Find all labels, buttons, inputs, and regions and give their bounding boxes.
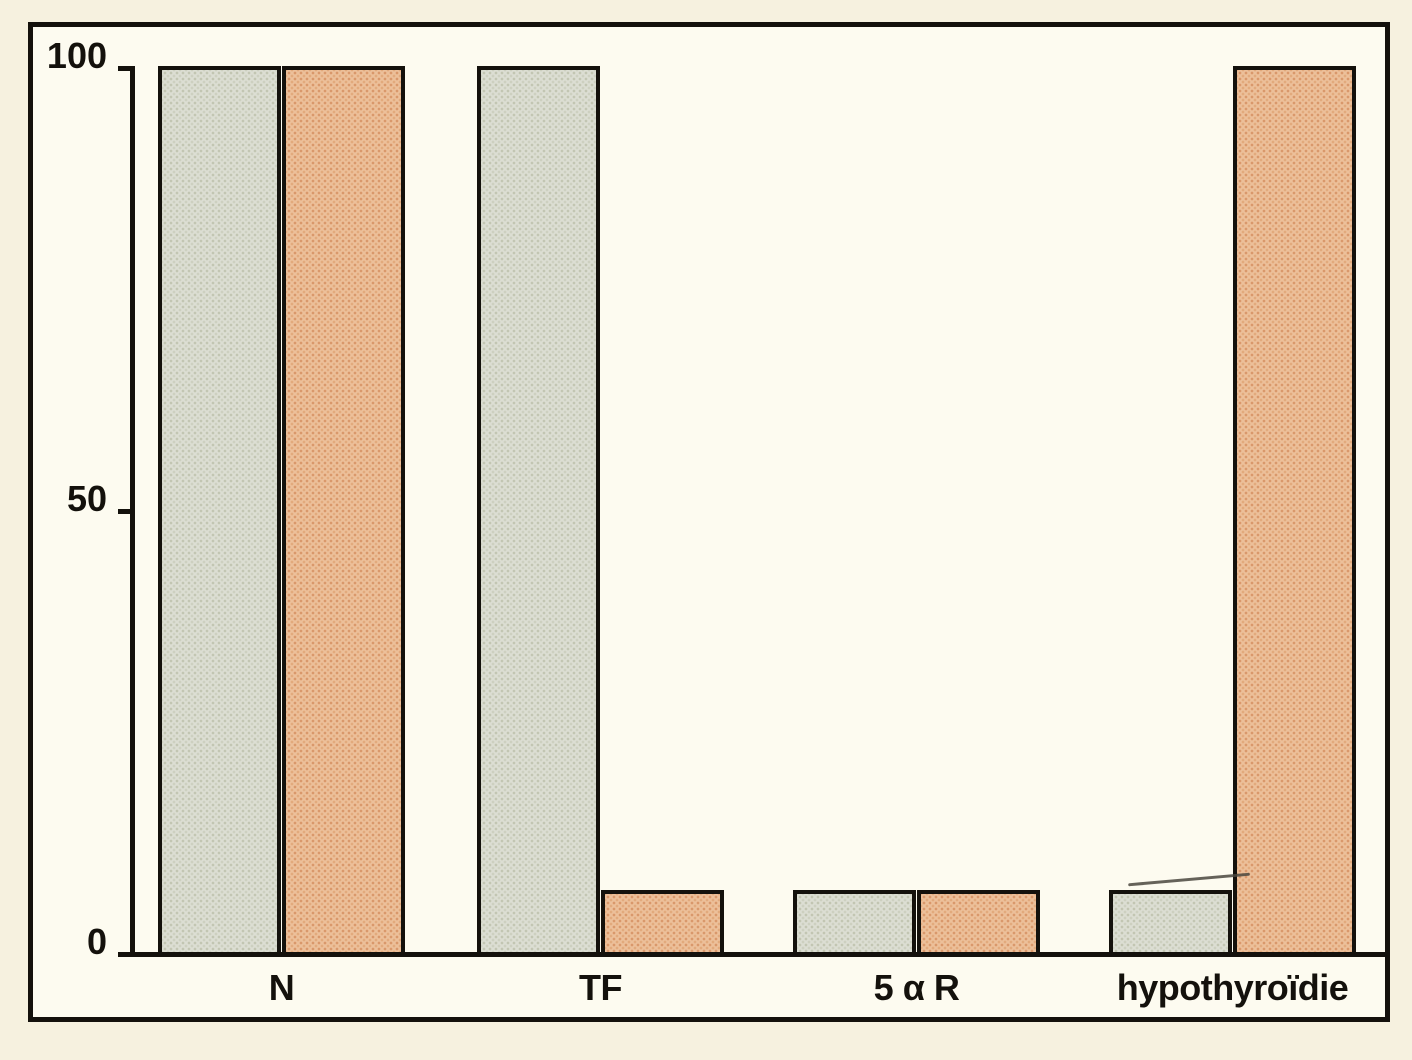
plot-area: 100 50 0 N TF 5 α R hypothyroïdie (33, 27, 1385, 1017)
category-label-1: N (268, 967, 295, 1008)
category-label-3: 5 α R (873, 967, 960, 1008)
bar-gray-1 (158, 66, 281, 956)
category-label-2: TF (579, 967, 622, 1008)
category-label-4: hypothyroïdie (1116, 967, 1349, 1008)
bar-orange-1 (282, 66, 405, 956)
y-tick-label-0: 0 (86, 921, 107, 962)
y-tick-label-100: 100 (46, 35, 107, 76)
stray-pen-mark (1128, 872, 1250, 886)
x-axis-baseline (130, 952, 1385, 957)
chart-frame: 100 50 0 N TF 5 α R hypothyroïdie (28, 22, 1390, 1022)
bar-orange-2 (601, 890, 724, 956)
y-tick-50 (118, 509, 133, 514)
bar-gray-4 (1109, 890, 1232, 956)
y-tick-100 (118, 66, 133, 71)
bar-gray-3 (793, 890, 916, 956)
y-tick-0 (118, 952, 133, 957)
bar-orange-3 (917, 890, 1040, 956)
bar-gray-2 (477, 66, 600, 956)
bar-orange-4 (1233, 66, 1356, 956)
y-tick-label-50: 50 (66, 478, 107, 519)
